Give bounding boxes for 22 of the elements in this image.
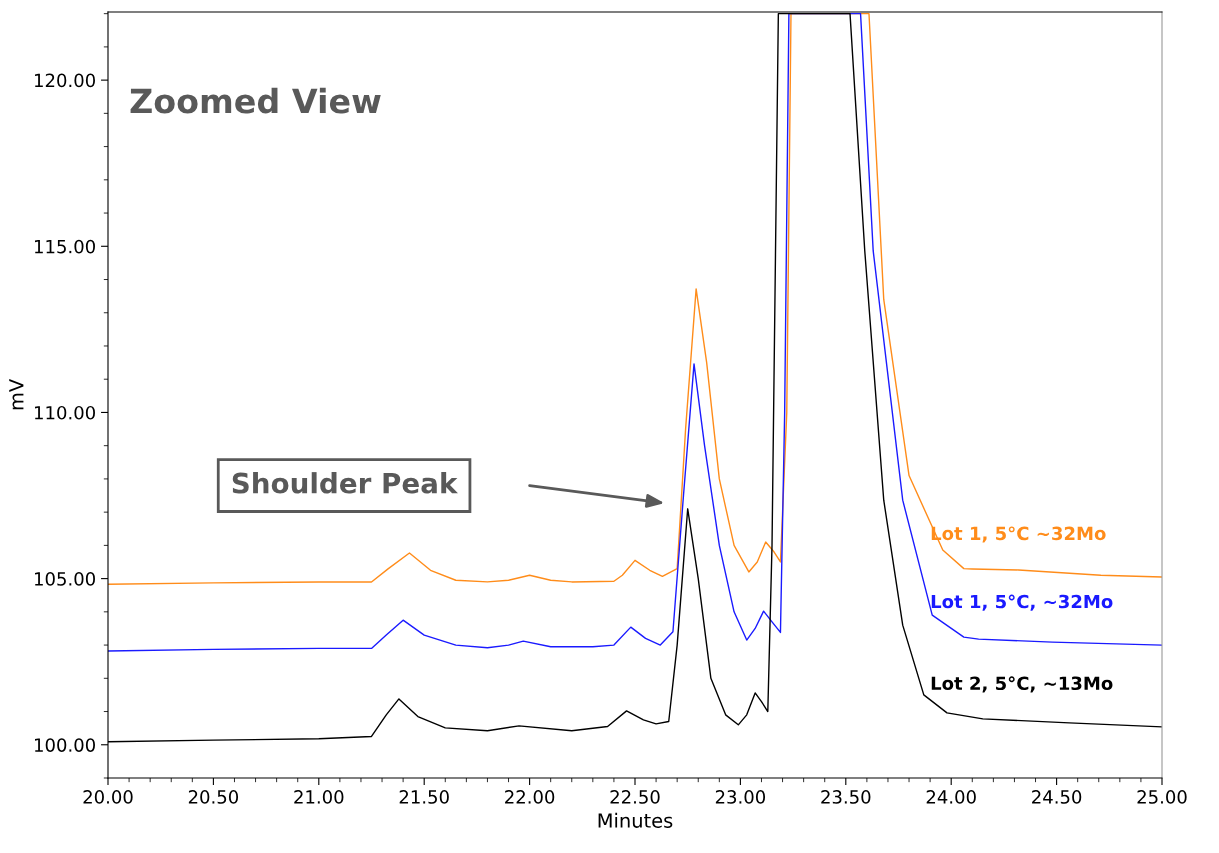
annotation: Zoomed View bbox=[130, 87, 381, 114]
y-tick-label: 115.00 bbox=[35, 239, 95, 254]
x-tick-label: 24.00 bbox=[926, 790, 976, 804]
x-tick-label: 23.50 bbox=[821, 790, 871, 804]
x-tick-label: 24.50 bbox=[1032, 790, 1082, 804]
annotation: Shoulder Peak bbox=[232, 472, 458, 494]
y-axis-title: mV bbox=[9, 379, 24, 410]
x-tick-label: 21.50 bbox=[399, 790, 449, 804]
x-tick-label: 25.00 bbox=[1137, 790, 1187, 804]
x-tick-label: 20.50 bbox=[188, 790, 239, 804]
x-tick-label: 22.50 bbox=[610, 790, 660, 804]
x-tick-label: 21.00 bbox=[294, 790, 344, 804]
series-label: Lot 2, 5°C, ~13Mo bbox=[931, 676, 1113, 693]
series-label: Lot 1, 5°C, ~32Mo bbox=[931, 594, 1113, 611]
y-tick-label: 100.00 bbox=[35, 738, 95, 752]
x-tick-label: 23.00 bbox=[715, 790, 766, 804]
x-tick-label: 20.00 bbox=[83, 790, 133, 804]
y-tick-label: 105.00 bbox=[35, 572, 95, 586]
x-tick-label: 22.00 bbox=[505, 790, 555, 804]
y-tick-label: 110.00 bbox=[35, 405, 95, 420]
y-tick-label: 120.00 bbox=[35, 73, 95, 88]
x-axis-title: Minutes bbox=[598, 812, 673, 828]
